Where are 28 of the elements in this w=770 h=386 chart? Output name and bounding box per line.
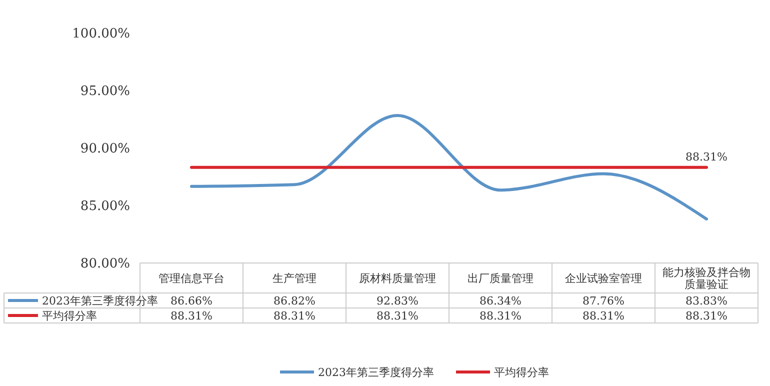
y-tick-label: 80.00% <box>80 256 130 272</box>
x-tick-label: 能力核验及拌合物质量验证 <box>662 266 750 291</box>
text: 平均得分率 <box>494 366 549 379</box>
data-label: 86.34% <box>480 294 522 308</box>
data-label: 86.82% <box>274 294 316 308</box>
x-tick-label: 企业试验室管理 <box>565 272 642 285</box>
legend-label: 2023年第三季度得分率 <box>42 294 158 308</box>
data-label: 88.31% <box>480 309 522 322</box>
annotation: 88.31% <box>686 150 728 164</box>
data-label: 88.31% <box>274 309 316 322</box>
data-label: 88.31% <box>376 309 418 322</box>
data-label: 88.31% <box>582 309 624 322</box>
y-tick-label: 100.00% <box>72 26 130 42</box>
data-label: 92.83% <box>376 294 418 308</box>
y-tick-label: 95.00% <box>80 84 130 100</box>
data-label: 87.76% <box>582 294 624 308</box>
legend-label: 平均得分率 <box>42 309 97 322</box>
data-label: 88.31% <box>686 309 728 322</box>
data-label: 86.66% <box>170 294 212 308</box>
y-tick-label: 90.00% <box>80 142 130 157</box>
x-tick-label: 出厂质量管理 <box>468 272 534 285</box>
x-tick-label: 生产管理 <box>272 272 316 285</box>
data-label: 88.31% <box>170 309 212 322</box>
y-tick-label: 85.00% <box>80 199 130 214</box>
x-tick-label: 原材料质量管理 <box>359 272 436 285</box>
x-tick-label: 管理信息平台 <box>158 272 224 285</box>
text: 2023年第三季度得分率 <box>318 366 434 379</box>
data-label: 83.83% <box>686 294 728 308</box>
